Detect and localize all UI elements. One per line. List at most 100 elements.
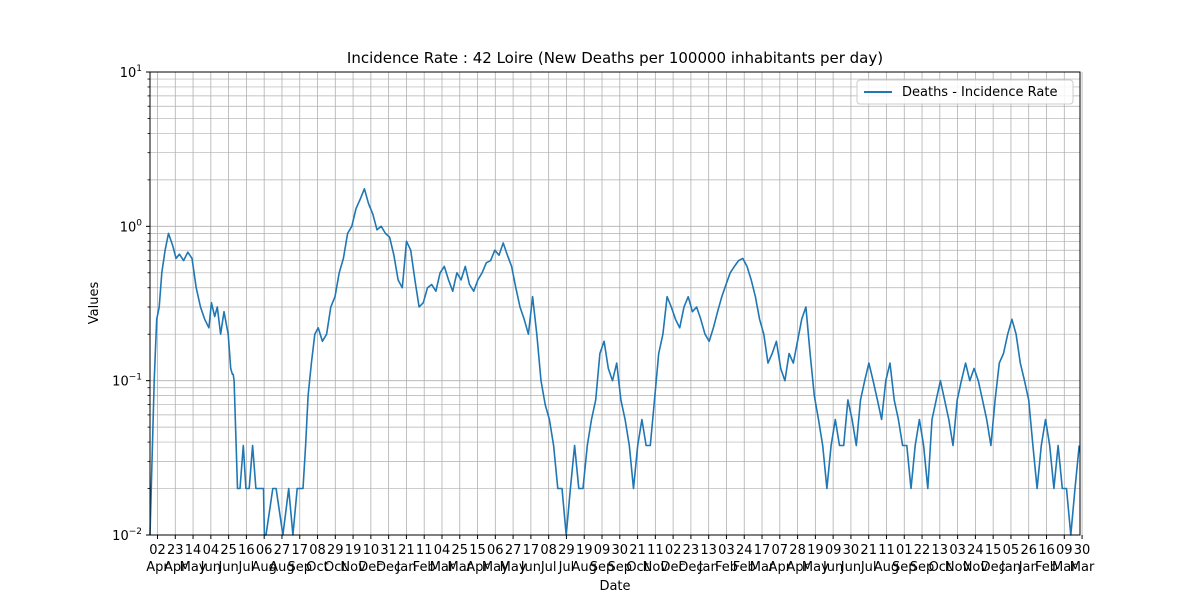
x-tick-day: 30 — [612, 543, 629, 558]
y-tick-label: 101 — [120, 64, 142, 81]
x-tick-day: 04 — [434, 543, 451, 558]
x-tick-month: Nov — [643, 560, 669, 575]
x-tick-day: 15 — [985, 543, 1002, 558]
x-tick-day: 30 — [1074, 543, 1091, 558]
x-tick-label: 06 May — [482, 543, 509, 575]
x-tick-day: 31 — [380, 543, 397, 558]
x-tick-day: 17 — [523, 543, 540, 558]
x-tick-day: 08 — [309, 543, 326, 558]
y-tick-base: 10 — [112, 375, 129, 390]
chart-title: Incidence Rate : 42 Loire (New Deaths pe… — [347, 49, 883, 67]
x-tick-month: Sep — [892, 560, 917, 575]
x-tick-month: Apr — [786, 560, 809, 575]
y-tick-label: 10−1 — [112, 373, 142, 390]
x-tick-month: Sep — [910, 560, 935, 575]
x-tick-label: 22 Sep — [910, 543, 935, 575]
x-tick-day: 23 — [167, 543, 184, 558]
x-tick-day: 03 — [718, 543, 735, 558]
x-tick-day: 24 — [967, 543, 984, 558]
x-tick-month: Feb — [715, 560, 738, 575]
y-tick-exponent: 1 — [136, 64, 142, 74]
y-tick-label: 10−2 — [112, 527, 142, 544]
x-tick-label: 25 Jun — [217, 543, 238, 575]
y-tick-exponent: −1 — [129, 373, 142, 383]
x-tick-label: 06 Aug — [251, 543, 276, 575]
x-tick-month: Jan — [1000, 560, 1021, 575]
x-tick-month: Aug — [572, 560, 597, 575]
x-tick-label: 13 Oct — [929, 543, 951, 575]
x-tick-label: 24 Feb — [733, 543, 756, 575]
x-tick-day: 11 — [416, 543, 433, 558]
x-tick-month: Dec — [358, 560, 383, 575]
x-tick-month: May — [482, 560, 509, 575]
x-tick-label: 11 Nov — [643, 543, 669, 575]
x-tick-day: 13 — [932, 543, 949, 558]
x-tick-month: Feb — [1035, 560, 1058, 575]
x-tick-label: 04 Jun — [200, 543, 221, 575]
x-tick-day: 29 — [558, 543, 575, 558]
x-tick-day: 13 — [700, 543, 717, 558]
x-tick-month: Feb — [733, 560, 756, 575]
x-tick-label: 09 Sep — [590, 543, 615, 575]
x-tick-month: Feb — [413, 560, 436, 575]
x-tick-label: 02 Dec — [661, 543, 686, 575]
x-tick-day: 09 — [825, 543, 842, 558]
x-tick-day: 14 — [185, 543, 202, 558]
x-tick-month: Dec — [376, 560, 401, 575]
x-tick-month: Mar — [750, 560, 775, 575]
x-tick-day: 28 — [789, 543, 806, 558]
x-tick-label: 03 Nov — [945, 543, 971, 575]
y-tick-base: 10 — [120, 220, 137, 235]
y-tick-exponent: −2 — [129, 527, 142, 537]
x-tick-day: 10 — [363, 543, 380, 558]
x-tick-label: 04 Mar — [430, 543, 455, 575]
legend-label: Deaths - Incidence Rate — [902, 85, 1057, 100]
x-tick-label: 19 Aug — [572, 543, 597, 575]
x-tick-day: 05 — [1003, 543, 1020, 558]
x-tick-month: Jul — [238, 560, 255, 575]
x-tick-label: 29 Oct — [324, 543, 346, 575]
legend: Deaths - Incidence Rate — [856, 79, 1074, 105]
y-tick-base: 10 — [112, 529, 129, 544]
x-tick-month: May — [500, 560, 527, 575]
x-tick-label: 27 May — [500, 543, 527, 575]
x-tick-day: 27 — [505, 543, 522, 558]
x-tick-label: 16 Feb — [1035, 543, 1058, 575]
x-tick-day: 16 — [238, 543, 255, 558]
x-tick-month: Jul — [558, 560, 575, 575]
x-tick-label: 24 Nov — [963, 543, 989, 575]
x-tick-day: 21 — [398, 543, 415, 558]
x-tick-day: 03 — [949, 543, 966, 558]
x-tick-month: Dec — [981, 560, 1006, 575]
x-tick-day: 30 — [843, 543, 860, 558]
x-tick-month: Oct — [626, 560, 648, 575]
x-tick-month: Jan — [395, 560, 416, 575]
y-axis-label: Values — [87, 282, 102, 325]
x-tick-label: 28 Apr — [786, 543, 809, 575]
x-tick-label: 25 Mar — [447, 543, 472, 575]
x-tick-month: Jan — [1018, 560, 1039, 575]
x-tick-month: Apr — [164, 560, 187, 575]
x-tick-month: Nov — [340, 560, 366, 575]
x-tick-day: 07 — [772, 543, 789, 558]
x-tick-month: May — [180, 560, 207, 575]
x-tick-month: Aug — [874, 560, 899, 575]
x-tick-day: 19 — [345, 543, 362, 558]
x-tick-label: 31 Dec — [376, 543, 401, 575]
x-tick-month: Apr — [466, 560, 489, 575]
x-tick-label: 23 Apr — [164, 543, 187, 575]
x-tick-day: 06 — [487, 543, 504, 558]
x-tick-month: Apr — [769, 560, 792, 575]
x-tick-month: Jul — [540, 560, 557, 575]
x-tick-label: 13 Jan — [698, 543, 719, 575]
x-tick-day: 19 — [576, 543, 593, 558]
x-tick-month: Oct — [324, 560, 346, 575]
x-tick-label: 08 Oct — [306, 543, 328, 575]
x-tick-day: 25 — [451, 543, 468, 558]
x-tick-month: Jun — [520, 560, 541, 575]
x-tick-month: Mar — [1070, 560, 1095, 575]
plot-frame — [149, 71, 1081, 536]
x-tick-label: 30 Jun — [840, 543, 861, 575]
